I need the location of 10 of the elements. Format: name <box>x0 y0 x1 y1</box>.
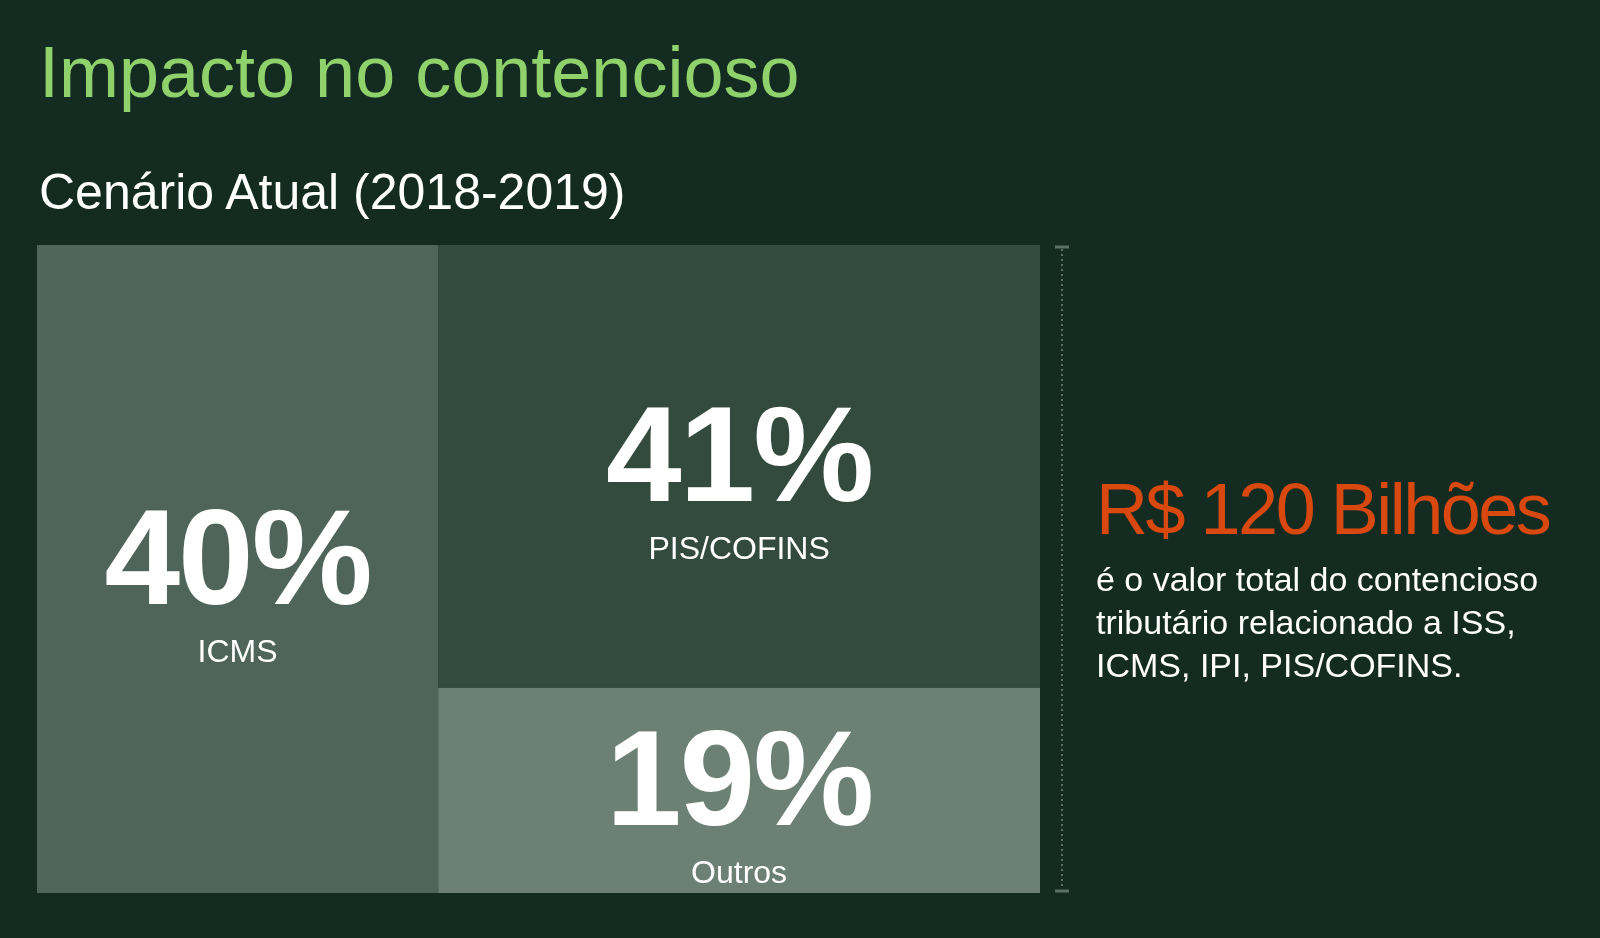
data-label: 41% <box>606 378 873 531</box>
text: Cenário Atual (2018-2019) <box>39 164 626 220</box>
text: Impacto no contencioso <box>39 32 800 112</box>
text: R$ 120 Bilhões <box>1096 469 1550 549</box>
category-label: Outros <box>691 854 788 891</box>
data-label: 40% <box>104 481 371 633</box>
text: é o valor total do contencioso tributário relacionado a ISS, ICMS, IPI, PIS/COFINS. <box>1096 560 1539 684</box>
data-label: 19% <box>606 702 873 855</box>
category-label: PIS/COFINS <box>648 530 830 567</box>
category-label: ICMS <box>197 633 278 669</box>
